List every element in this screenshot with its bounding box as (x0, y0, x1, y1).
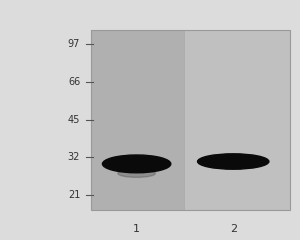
Bar (91, 30, 290, 210)
Text: 32: 32 (68, 152, 80, 162)
Text: 2: 2 (230, 224, 237, 234)
Ellipse shape (102, 155, 171, 173)
Text: 66: 66 (68, 77, 80, 87)
Text: 97: 97 (68, 39, 80, 49)
Ellipse shape (118, 169, 155, 177)
Ellipse shape (198, 154, 269, 169)
Text: 45: 45 (68, 115, 80, 125)
Bar (91, 30, 184, 210)
Text: 1: 1 (133, 224, 140, 234)
Text: 21: 21 (68, 190, 80, 200)
Bar (184, 30, 290, 210)
